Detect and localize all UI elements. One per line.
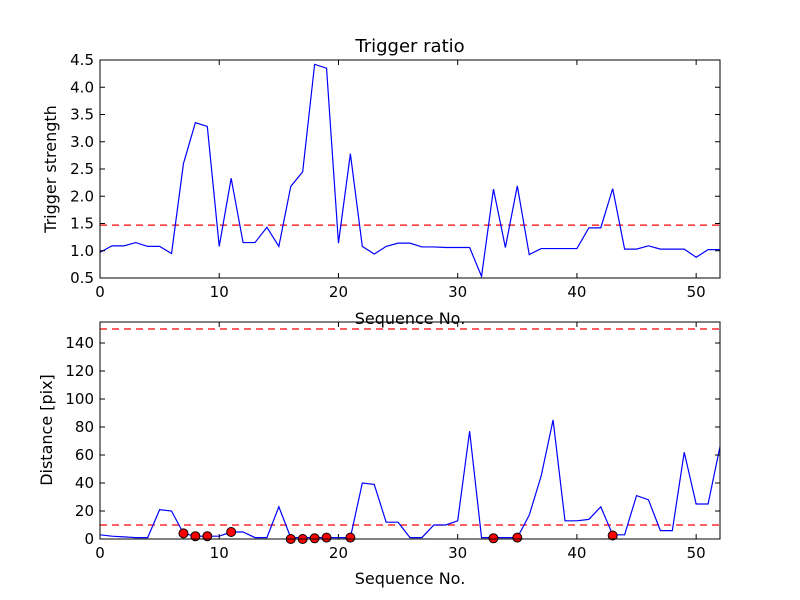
y-axis-label: Distance [pix] (37, 374, 56, 486)
y-tick-label: 40 (75, 474, 94, 492)
y-tick-label: 2.0 (70, 187, 94, 205)
x-tick-label: 10 (210, 283, 229, 301)
data-point-marker (190, 531, 201, 542)
x-axis-label: Sequence No. (355, 309, 466, 328)
x-tick-label: 0 (95, 283, 105, 301)
chart-trigger-ratio: Trigger ratio Sequence No. Trigger stren… (41, 36, 721, 328)
y-tick-label: 100 (65, 390, 94, 408)
axes-frame (99, 321, 721, 540)
series-line (100, 419, 720, 539)
y-tick-label: 3.0 (70, 133, 94, 151)
data-point-marker (607, 530, 618, 541)
chart-distance: Sequence No. Distance [pix] 0 10 20 30 40 500… (37, 321, 721, 588)
y-tick-label: 4.5 (70, 51, 94, 69)
y-tick-label: 1.5 (70, 215, 94, 233)
series-line (100, 63, 720, 278)
x-tick-label: 30 (448, 544, 467, 562)
axes-frame (99, 59, 721, 279)
x-tick-label: 0 (95, 544, 105, 562)
y-tick-label: 20 (75, 502, 94, 520)
x-axis-label: Sequence No. (355, 569, 466, 588)
data-point-marker (202, 531, 213, 542)
y-tick-label: 4.0 (70, 78, 94, 96)
data-point-marker (321, 532, 332, 543)
x-tick-label: 50 (687, 544, 706, 562)
y-tick-label: 60 (75, 446, 94, 464)
y-tick-label: 140 (65, 334, 94, 352)
chart-title: Trigger ratio (354, 36, 464, 57)
x-tick-label: 10 (210, 544, 229, 562)
y-tick-label: 120 (65, 362, 94, 380)
data-point-marker (226, 527, 237, 537)
plot-area: 0 10 20 30 40 50 0 20 40 60 80 100 120 140 (65, 321, 721, 562)
data-point-marker (345, 532, 356, 543)
y-tick-label: 0 (84, 530, 94, 548)
data-point-marker (309, 533, 320, 544)
x-tick-label: 50 (687, 283, 706, 301)
data-point-marker (178, 528, 189, 539)
y-axis-label: Trigger strength (41, 105, 60, 234)
data-point-marker (512, 532, 523, 543)
x-tick-label: 40 (567, 544, 586, 562)
y-tick-label: 80 (75, 418, 94, 436)
x-tick-label: 20 (329, 283, 348, 301)
y-tick-label: 3.5 (70, 106, 94, 124)
plot-area: 0 10 20 30 40 50 0.5 1.0 1.5 2.0 2.5 3.0 3.5 4.0 4.5 (70, 51, 721, 301)
x-tick-label: 40 (567, 283, 586, 301)
data-point-marker (488, 533, 499, 544)
y-tick-label: 2.5 (70, 160, 94, 178)
x-tick-label: 20 (329, 544, 348, 562)
y-tick-label: 0.5 (70, 269, 94, 287)
y-tick-label: 1.0 (70, 242, 94, 260)
x-tick-label: 30 (448, 283, 467, 301)
